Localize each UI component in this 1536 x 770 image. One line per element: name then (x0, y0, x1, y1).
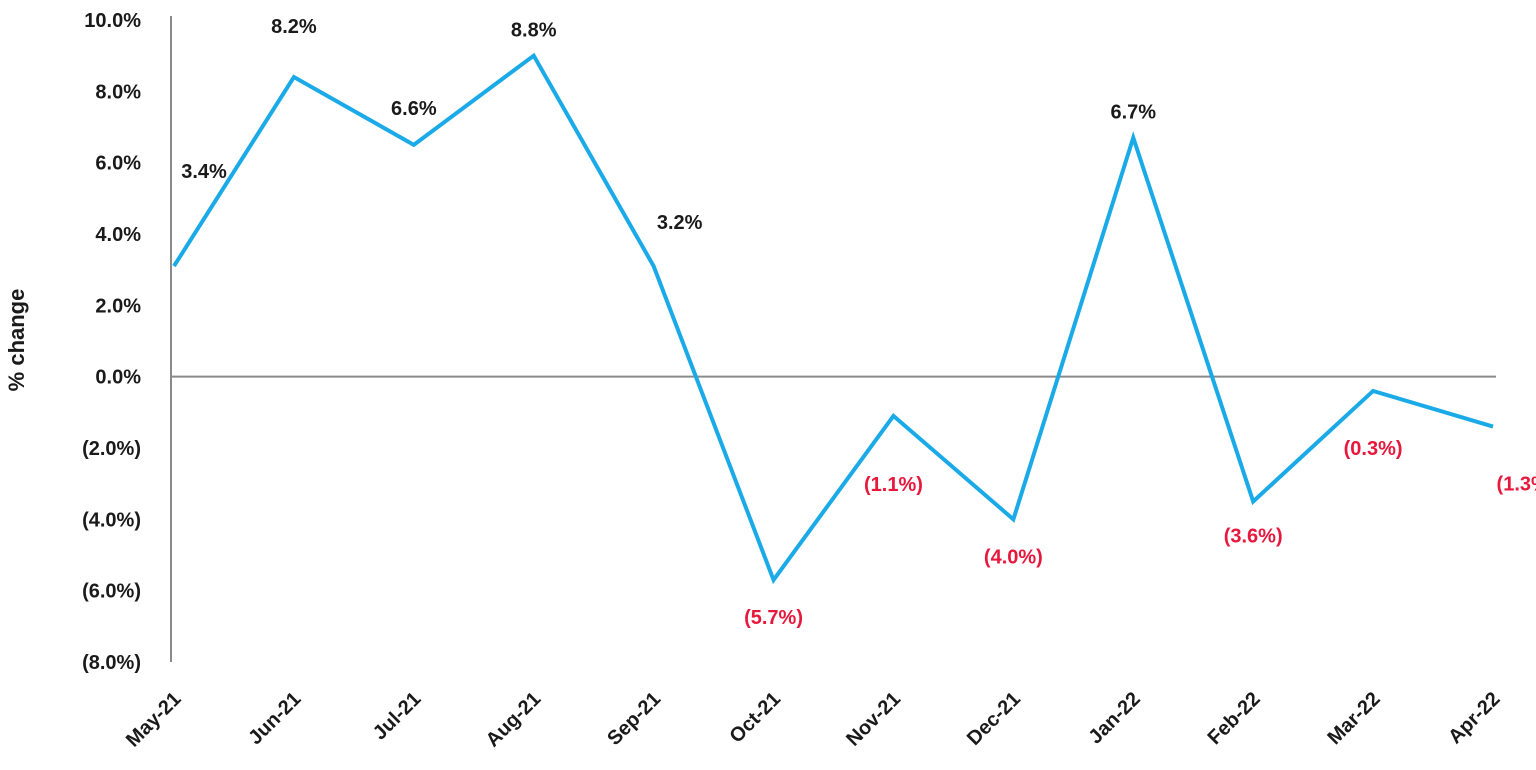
x-tick-label: Apr-22 (1444, 688, 1504, 748)
data-label: (4.0%) (984, 546, 1043, 568)
data-label: (5.7%) (744, 607, 803, 629)
y-tick-label: (8.0%) (82, 652, 141, 674)
x-tick-label: Nov-21 (842, 688, 905, 751)
y-tick-label: 0.0% (95, 367, 141, 389)
y-tick-label: (4.0%) (82, 509, 141, 531)
data-label: 8.8% (511, 20, 557, 42)
x-tick-label: Jul-21 (369, 688, 425, 744)
y-tick-labels: 10.0% 8.0% 6.0% 4.0% 2.0% 0.0% (2.0%) (4.0%) (6.… (82, 10, 141, 674)
series-line (172, 52, 1494, 585)
y-tick-label: (2.0%) (82, 438, 141, 460)
x-tick-label: Jan-22 (1084, 688, 1144, 748)
x-tick-label: Aug-21 (482, 688, 545, 751)
data-label: (0.3%) (1344, 438, 1403, 460)
data-labels: 3.4% 8.2% 6.6% 8.8% 3.2% (5.7%) (1.1%) (4.0%) 6.… (181, 16, 1536, 629)
data-label: 6.6% (391, 98, 437, 120)
data-label: 3.2% (657, 212, 703, 234)
x-tick-label: Jun-21 (244, 688, 305, 749)
y-tick-label: (6.0%) (82, 581, 141, 603)
x-tick-label: Mar-22 (1323, 688, 1384, 749)
data-label: (1.3%) (1497, 474, 1536, 496)
y-tick-label: 10.0% (84, 10, 141, 32)
data-label: 6.7% (1110, 102, 1156, 124)
x-tick-label: Oct-21 (726, 688, 786, 748)
x-tick-label: Feb-22 (1204, 688, 1265, 749)
series-line-group (172, 52, 1494, 585)
x-tick-labels: May-21 Jun-21 Jul-21 Aug-21 Sep-21 Oct-21 Nov-… (122, 688, 1505, 752)
x-tick-label: Sep-21 (603, 688, 665, 750)
y-tick-label: 8.0% (95, 81, 141, 103)
data-label: 8.2% (271, 16, 317, 38)
y-tick-label: 2.0% (95, 295, 141, 317)
data-label: 3.4% (181, 161, 227, 183)
y-axis-label: % change (4, 289, 29, 392)
x-tick-label: Dec-21 (963, 688, 1025, 750)
x-tick-label: May-21 (122, 688, 186, 752)
data-label: (3.6%) (1224, 526, 1283, 548)
data-label: (1.1%) (864, 474, 923, 496)
y-tick-label: 4.0% (95, 224, 141, 246)
y-tick-label: 6.0% (95, 153, 141, 175)
axes (170, 16, 1496, 662)
